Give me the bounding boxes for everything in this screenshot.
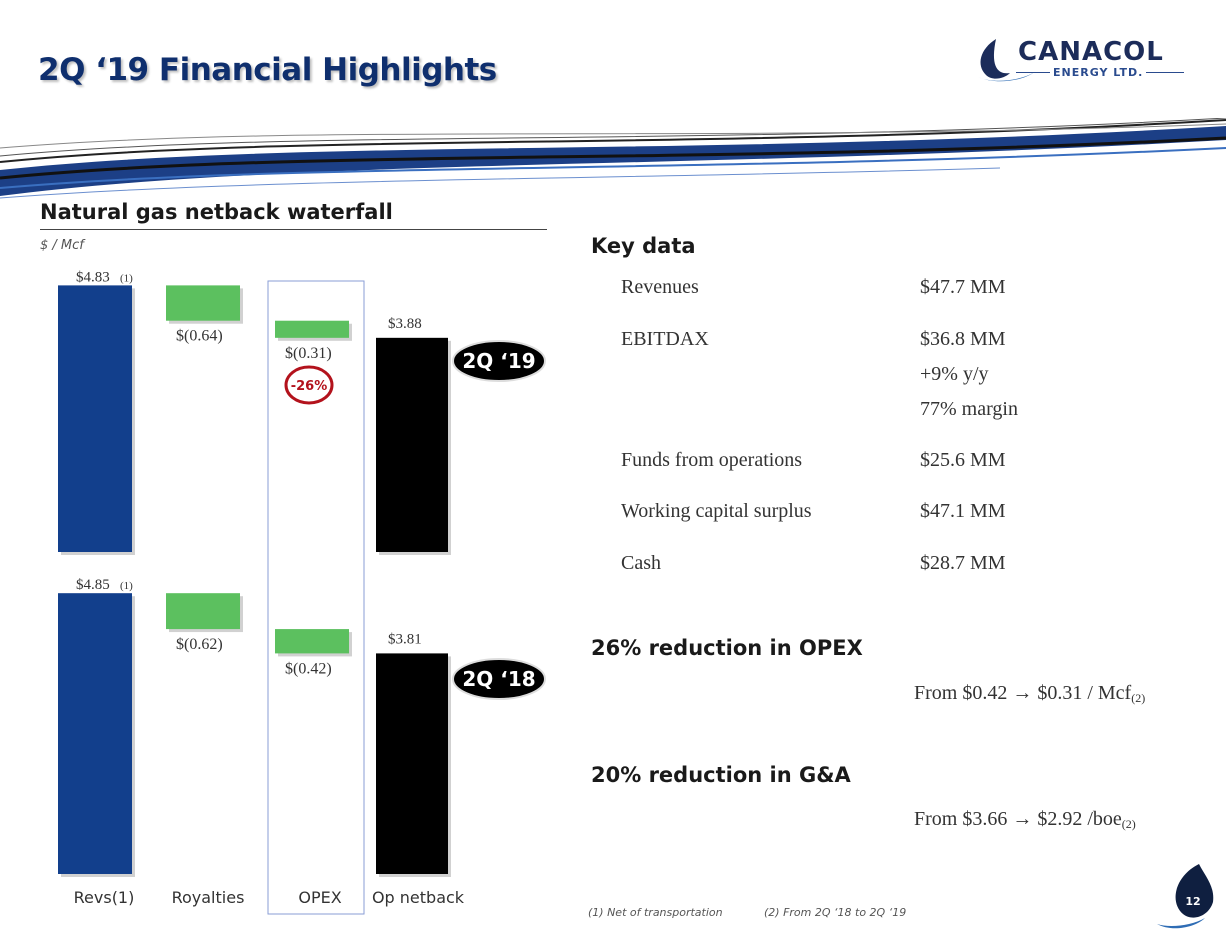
key-data-value: 77% margin <box>920 398 1018 420</box>
period-badge-label-2q18: 2Q ‘18 <box>462 667 535 691</box>
bar-2q18-3 <box>376 653 448 874</box>
category-label-1: Royalties <box>172 888 245 907</box>
bar-2q18-1 <box>166 593 240 630</box>
key-data-label: Revenues <box>621 276 699 298</box>
data-label-2q19-0: $4.83 <box>76 269 110 285</box>
logo-rule-left <box>1016 72 1050 73</box>
key-data-label: Funds from operations <box>621 449 803 471</box>
opex-highlight-title: 26% reduction in OPEX <box>591 636 863 660</box>
header-swoosh <box>0 118 1226 199</box>
logo-rule-right <box>1146 72 1184 73</box>
bar-2q19-0 <box>58 285 132 552</box>
data-label-2q19-3: $3.88 <box>388 316 422 332</box>
category-label-2: OPEX <box>298 888 341 907</box>
data-label-2q19-1: $(0.64) <box>176 328 223 345</box>
data-label-2q19-2: $(0.31) <box>285 345 332 362</box>
key-data-value: $28.7 MM <box>920 552 1006 574</box>
bar-2q19-1 <box>166 285 240 321</box>
chart-section-title: Natural gas netback waterfall <box>40 200 393 224</box>
opex-highlight-frame <box>267 280 365 915</box>
logo-subtitle: ENERGY LTD. <box>1053 66 1144 79</box>
data-label-2q18-2: $(0.42) <box>285 660 332 677</box>
netback-waterfall-chart: $4.83 (1) $(0.64) $(0.31) $3.88 2Q ‘19 $4.85 (1… <box>58 269 546 915</box>
data-label-2q18-1: $(0.62) <box>176 636 223 653</box>
period-badge-2q18 <box>452 658 546 700</box>
opex-change-label: -26% <box>291 379 328 394</box>
category-label-3: Op netback <box>372 888 465 907</box>
bar-2q18-0 <box>58 593 132 874</box>
canacol-logo <box>978 39 1036 82</box>
page-title: 2Q ‘19 Financial Highlights <box>38 52 497 88</box>
ga-highlight-title: 20% reduction in G&A <box>591 763 851 787</box>
footnote-2: (2) From 2Q ‘18 to 2Q ‘19 <box>764 906 907 919</box>
bar-2q19-2 <box>275 320 349 338</box>
period-badge-2q19 <box>452 340 546 382</box>
bar-2q19-3 <box>376 337 448 552</box>
key-data-value: $47.1 MM <box>920 500 1006 522</box>
key-data-label: Cash <box>621 552 661 574</box>
chart-unit-label: $ / Mcf <box>40 238 84 253</box>
key-data-value: $25.6 MM <box>920 449 1006 471</box>
ga-highlight-detail: From $3.66 → $2.92 /boe(2) <box>914 808 1136 831</box>
section-divider <box>40 229 547 230</box>
page-number: 12 <box>1185 895 1201 908</box>
footnote-1: (1) Net of transportation <box>588 906 723 919</box>
key-data-label: Working capital surplus <box>621 500 812 522</box>
key-data-label: EBITDAX <box>621 328 709 350</box>
key-data-title: Key data <box>591 234 696 258</box>
key-data-value: $47.7 MM <box>920 276 1006 298</box>
page-number-drop-icon <box>1157 864 1214 929</box>
rev-note-2q18: (1) <box>120 580 133 592</box>
period-badge-label-2q19: 2Q ‘19 <box>462 349 535 373</box>
rev-note-2q19: (1) <box>120 272 133 284</box>
logo-wordmark: CANACOL <box>1018 37 1164 67</box>
logo-drop-icon <box>980 39 1010 79</box>
bar-2q18-2 <box>275 629 349 654</box>
opex-change-circle <box>284 365 334 405</box>
opex-highlight-detail: From $0.42 → $0.31 / Mcf(2) <box>914 682 1146 705</box>
category-label-0: Revs(1) <box>74 888 135 907</box>
key-data-value: $36.8 MM <box>920 328 1006 350</box>
data-label-2q18-0: $4.85 <box>76 577 110 593</box>
data-label-2q18-3: $3.81 <box>388 631 422 647</box>
key-data-value: +9% y/y <box>920 363 989 385</box>
